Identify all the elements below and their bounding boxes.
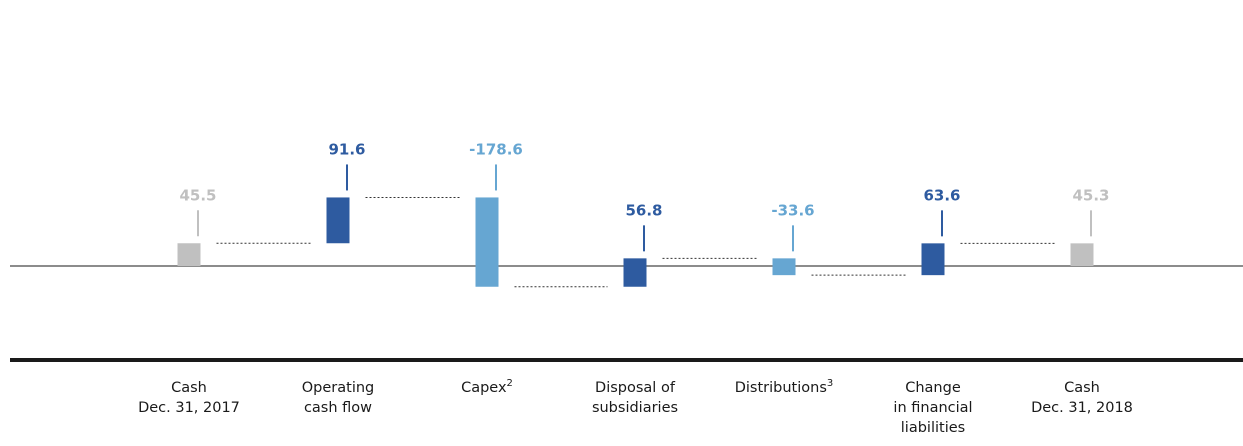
value-label-4: -33.6 [771,201,814,219]
bar-1 [326,197,350,244]
category-label-0: Cash Dec. 31, 2017 [138,380,240,416]
category-label-3: Disposal of subsidiaries [592,380,678,416]
value-label-6: 45.3 [1072,186,1109,204]
category-label-6: Cash Dec. 31, 2018 [1031,380,1133,416]
value-label-2: -178.6 [469,140,523,158]
category-label-2: Capex2 [461,378,513,396]
category-label-5: Change in financial liabilities [893,380,972,436]
bar-6 [1070,243,1094,266]
category-label-4: Distributions3 [735,378,834,396]
bar-3 [623,258,647,287]
bar-2 [475,197,499,287]
value-label-3: 56.8 [625,201,662,219]
bar-4 [772,258,796,276]
value-label-5: 63.6 [923,186,960,204]
category-label-1: Operating cash flow [302,380,375,416]
value-label-1: 91.6 [328,140,365,158]
bar-5 [921,243,945,276]
bar-0 [177,243,201,266]
value-label-0: 45.5 [179,186,216,204]
